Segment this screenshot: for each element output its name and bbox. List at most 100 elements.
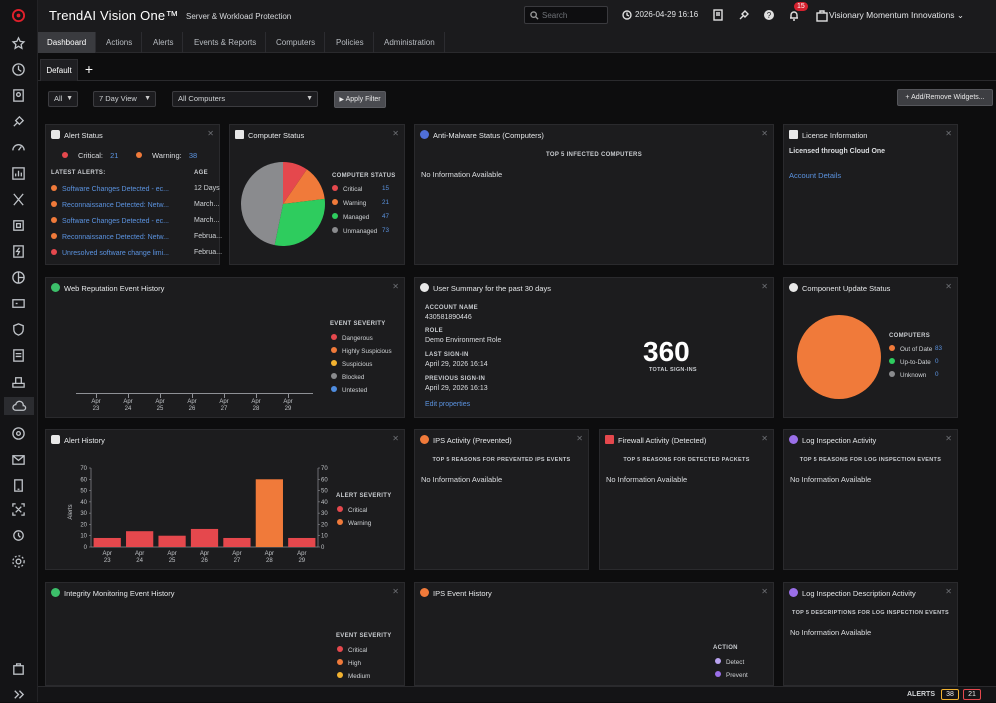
chart-box-icon[interactable] xyxy=(9,164,27,182)
close-icon[interactable]: ✕ xyxy=(761,282,768,291)
tab-administration[interactable]: Administration xyxy=(375,32,445,53)
critical-alert-badge[interactable]: 21 xyxy=(963,689,981,700)
legend-item-critical[interactable]: Critical xyxy=(337,646,367,654)
alert-row[interactable]: Software Changes Detected - ec... 12 Days xyxy=(51,185,220,193)
close-icon[interactable]: ✕ xyxy=(392,434,399,443)
star-icon[interactable] xyxy=(9,34,27,52)
period-select[interactable]: 7 Day View ▼ xyxy=(93,91,156,107)
legend-item-dangerous[interactable]: Dangerous xyxy=(331,334,373,342)
legend-item-warning[interactable]: Warning 21 xyxy=(332,199,402,207)
close-icon[interactable]: ✕ xyxy=(392,282,399,291)
gear-icon[interactable] xyxy=(9,552,27,570)
trendai-logo-icon[interactable] xyxy=(9,6,27,24)
alert-row[interactable]: Reconnaissance Detected: Netw... Februa..… xyxy=(51,233,222,241)
legend-item-managed[interactable]: Managed 47 xyxy=(332,213,402,221)
bar-critical[interactable] xyxy=(223,537,251,547)
tab-events-reports[interactable]: Events & Reports xyxy=(185,32,267,53)
alert-link[interactable]: Reconnaissance Detected: Netw... xyxy=(62,202,170,209)
close-icon[interactable]: ✕ xyxy=(761,129,768,138)
pie-slice-managed[interactable] xyxy=(274,198,325,246)
device-icon[interactable] xyxy=(9,476,27,494)
legend-item-high[interactable]: High xyxy=(337,659,361,667)
bar-warning[interactable] xyxy=(255,479,283,547)
alert-link[interactable]: Software Changes Detected - ec... xyxy=(62,186,169,193)
scope-select[interactable]: All ▼ xyxy=(48,91,78,107)
gauge-icon[interactable] xyxy=(9,138,27,156)
close-icon[interactable]: ✕ xyxy=(392,587,399,596)
inbox-icon[interactable] xyxy=(9,372,27,390)
cart-icon[interactable] xyxy=(9,660,27,678)
close-icon[interactable]: ✕ xyxy=(761,587,768,596)
dashboard-tab-default[interactable]: Default xyxy=(40,59,78,81)
server-icon[interactable] xyxy=(9,294,27,312)
pie-slice-warning[interactable] xyxy=(283,169,325,204)
legend-item-detect[interactable]: Detect xyxy=(715,658,744,666)
cube-icon[interactable] xyxy=(9,216,27,234)
bar-critical[interactable] xyxy=(190,528,219,547)
flash-icon[interactable] xyxy=(9,242,27,260)
org-selector[interactable]: Visionary Momentum Innovations ⌄ xyxy=(829,10,964,20)
tab-alerts[interactable]: Alerts xyxy=(144,32,184,53)
apply-filter-button[interactable]: ▶ Apply Filter xyxy=(334,91,386,108)
warning-count[interactable]: 38 xyxy=(188,151,198,160)
pie-slice-unmanaged[interactable] xyxy=(241,162,283,246)
legend-item-unknown[interactable]: Unknown 0 xyxy=(889,371,957,379)
tab-policies[interactable]: Policies xyxy=(327,32,374,53)
sliders-icon[interactable] xyxy=(9,346,27,364)
tab-computers[interactable]: Computers xyxy=(267,32,326,53)
legend-item-unmanaged[interactable]: Unmanaged 73 xyxy=(332,227,402,235)
help-icon[interactable]: ? xyxy=(763,9,775,21)
satellite-icon[interactable] xyxy=(9,112,27,130)
expand-icon[interactable] xyxy=(9,685,27,703)
account-details-link[interactable]: Account Details xyxy=(789,171,842,180)
bar-critical[interactable] xyxy=(93,537,121,547)
legend-item-medium[interactable]: Medium xyxy=(337,672,370,680)
legend-value[interactable]: 15 xyxy=(382,185,390,192)
legend-item-prevent[interactable]: Prevent xyxy=(715,671,748,679)
alert-link[interactable]: Unresolved software change limi... xyxy=(62,250,169,257)
legend-item-critical[interactable]: Critical xyxy=(337,506,367,514)
shield-icon[interactable] xyxy=(9,320,27,338)
tab-actions[interactable]: Actions xyxy=(97,32,143,53)
aperture-icon[interactable] xyxy=(9,268,27,286)
add-dashboard-button[interactable]: + xyxy=(84,61,94,77)
pie-slice-out-of-date[interactable] xyxy=(797,315,881,399)
legend-item-untested[interactable]: Untested xyxy=(331,386,367,394)
target-icon[interactable] xyxy=(9,424,27,442)
legend-value[interactable]: 73 xyxy=(382,227,390,234)
close-icon[interactable]: ✕ xyxy=(945,587,952,596)
legend-item-blocked[interactable]: Blocked xyxy=(331,373,364,381)
legend-item-out-of-date[interactable]: Out of Date 83 xyxy=(889,345,957,353)
bar-critical[interactable] xyxy=(288,537,316,547)
close-icon[interactable]: ✕ xyxy=(576,434,583,443)
close-icon[interactable]: ✕ xyxy=(945,129,952,138)
legend-value[interactable]: 0 xyxy=(935,371,939,378)
legend-value[interactable]: 21 xyxy=(382,199,390,206)
legend-item-critical[interactable]: Critical 15 xyxy=(332,185,402,193)
add-remove-widgets-button[interactable]: + Add/Remove Widgets... xyxy=(897,89,993,106)
scan-icon[interactable] xyxy=(9,500,27,518)
cloud-icon[interactable] xyxy=(4,397,34,415)
alert-row[interactable]: Reconnaissance Detected: Netw... March... xyxy=(51,201,219,209)
x-icon[interactable] xyxy=(9,190,27,208)
search-input[interactable]: Search xyxy=(524,6,608,24)
bar-critical[interactable] xyxy=(126,531,154,547)
legend-value[interactable]: 47 xyxy=(382,213,390,220)
warning-alert-badge[interactable]: 38 xyxy=(941,689,959,700)
close-icon[interactable]: ✕ xyxy=(207,129,214,138)
close-icon[interactable]: ✕ xyxy=(945,282,952,291)
clock-icon[interactable] xyxy=(9,60,27,78)
critical-count[interactable]: 21 xyxy=(110,151,119,160)
edit-properties-link[interactable]: Edit properties xyxy=(425,401,471,408)
alert-row[interactable]: Unresolved software change limi... Februa… xyxy=(51,249,222,257)
legend-value[interactable]: 83 xyxy=(935,345,943,352)
bar-critical[interactable] xyxy=(158,535,186,547)
legend-item-up-to-date[interactable]: Up-to-Date 0 xyxy=(889,358,957,366)
legend-item-highly-suspicious[interactable]: Highly Suspicious xyxy=(331,347,392,355)
computers-select[interactable]: All Computers ▼ xyxy=(172,91,318,107)
bell-icon[interactable] xyxy=(788,9,800,21)
legend-item-warning[interactable]: Warning xyxy=(337,519,371,527)
close-icon[interactable]: ✕ xyxy=(945,434,952,443)
settings-cog-icon[interactable] xyxy=(9,526,27,544)
document-icon[interactable] xyxy=(712,9,724,21)
